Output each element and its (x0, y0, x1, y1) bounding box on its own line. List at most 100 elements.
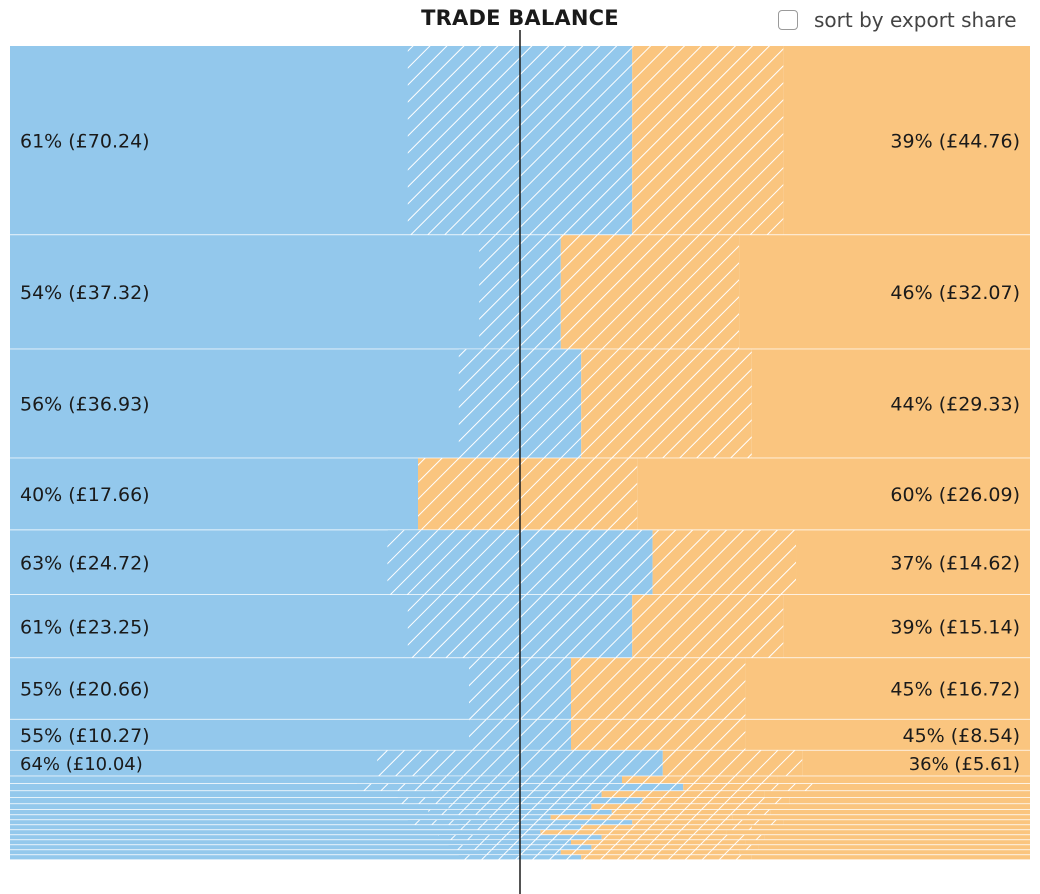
left-mirror-hatch (499, 830, 520, 836)
left-share-bar (10, 815, 520, 821)
left-surplus-hatch (520, 595, 633, 659)
left-share-bar (10, 458, 418, 531)
right-share-bar (637, 458, 1030, 531)
right-share-bar (789, 797, 1030, 805)
left-share-bar (10, 776, 520, 784)
sort-checkbox[interactable] (778, 10, 798, 30)
right-share-bar (745, 658, 1030, 720)
right-share-bar (783, 595, 1030, 659)
left-mirror-hatch (356, 783, 520, 792)
right-mirror-hatch (683, 783, 815, 792)
sort-control[interactable]: sort by export share (778, 6, 1017, 34)
right-share-bar (783, 820, 1030, 826)
right-mirror-hatch (581, 855, 752, 861)
left-surplus-hatch (520, 349, 582, 459)
left-surplus-hatch (520, 776, 622, 784)
left-mirror-hatch (469, 840, 520, 846)
chart-row (10, 349, 1030, 460)
right-mirror-hatch (571, 840, 746, 846)
right-share-bar (764, 835, 1030, 841)
left-surplus-hatch (520, 750, 663, 777)
left-share-bar (10, 830, 520, 836)
left-share-bar (10, 835, 520, 841)
left-share-label: 40% (£17.66) (20, 484, 150, 506)
left-mirror-hatch (469, 719, 520, 751)
left-share-bar (10, 804, 520, 810)
right-share-bar (796, 530, 1030, 596)
chart-row (10, 46, 1030, 236)
right-share-label: 46% (£32.07) (890, 282, 1020, 304)
chart-row (10, 595, 1030, 659)
right-mirror-hatch (520, 458, 638, 531)
right-share-bar (770, 809, 1030, 816)
left-mirror-hatch (448, 845, 520, 851)
right-mirror-hatch (632, 595, 784, 659)
left-share-bar (10, 850, 520, 856)
left-mirror-hatch (458, 825, 520, 831)
left-surplus-hatch (520, 855, 582, 861)
left-surplus-hatch (520, 46, 633, 236)
right-mirror-hatch (591, 804, 759, 810)
left-mirror-hatch (458, 855, 520, 861)
left-mirror-hatch (387, 530, 520, 596)
right-share-bar (777, 776, 1030, 784)
left-mirror-hatch (397, 797, 520, 805)
left-surplus-hatch (520, 825, 582, 831)
left-surplus-hatch (520, 830, 541, 836)
left-share-bar (10, 719, 520, 751)
left-share-bar (10, 797, 520, 805)
left-surplus-hatch (520, 845, 592, 851)
right-share-bar (764, 791, 1030, 798)
right-share-bar (758, 845, 1030, 851)
left-share-label: 55% (£20.66) (20, 679, 150, 701)
left-surplus-hatch (520, 804, 592, 810)
right-mirror-hatch (571, 719, 746, 751)
left-mirror-hatch (448, 804, 520, 810)
right-share-bar (814, 783, 1030, 792)
chart-row (10, 719, 1030, 752)
left-mirror-hatch (377, 750, 520, 777)
right-mirror-hatch (581, 349, 752, 459)
left-surplus-hatch (520, 835, 602, 841)
left-share-label: 64% (£10.04) (20, 754, 143, 775)
left-surplus-hatch (520, 658, 571, 720)
right-share-bar (751, 349, 1030, 459)
left-mirror-hatch (407, 595, 520, 659)
left-surplus-hatch (520, 850, 561, 856)
left-mirror-hatch (479, 850, 520, 856)
right-share-bar (751, 855, 1030, 861)
left-share-bar (10, 783, 520, 792)
right-share-label: 44% (£29.33) (890, 394, 1020, 416)
left-surplus-hatch (520, 235, 561, 350)
right-share-label: 36% (£5.61) (909, 754, 1020, 775)
left-mirror-hatch (489, 815, 520, 821)
left-surplus-hatch (520, 719, 571, 751)
left-surplus-hatch (520, 797, 643, 805)
sort-checkbox-label[interactable]: sort by export share (814, 8, 1017, 32)
right-surplus-hatch (418, 458, 520, 531)
left-mirror-hatch (407, 820, 520, 826)
left-share-bar (10, 349, 520, 459)
left-mirror-hatch (428, 809, 520, 816)
left-mirror-hatch (458, 349, 520, 459)
right-share-bar (745, 719, 1030, 751)
left-share-label: 55% (£10.27) (20, 725, 150, 747)
left-share-bar (10, 845, 520, 851)
left-mirror-hatch (469, 658, 520, 720)
left-share-bar (10, 825, 520, 831)
left-share-bar (10, 820, 520, 826)
right-share-bar (726, 830, 1030, 836)
right-share-label: 45% (£8.54) (903, 725, 1021, 747)
left-share-bar (10, 658, 520, 720)
right-share-bar (758, 804, 1030, 810)
right-share-label: 39% (£15.14) (890, 616, 1020, 638)
right-share-bar (732, 815, 1030, 821)
chart-row (10, 235, 1030, 351)
left-share-label: 61% (£23.25) (20, 616, 150, 638)
right-mirror-hatch (611, 809, 771, 816)
right-share-bar (745, 840, 1030, 846)
left-surplus-hatch (520, 783, 684, 792)
left-mirror-hatch (407, 46, 520, 236)
left-mirror-hatch (479, 235, 520, 350)
